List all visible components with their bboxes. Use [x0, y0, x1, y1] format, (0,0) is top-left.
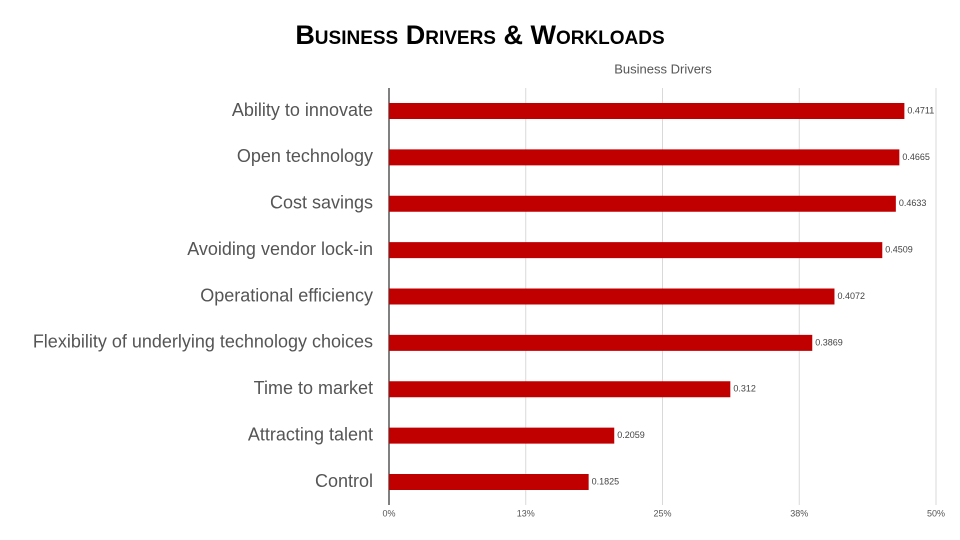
bar — [389, 103, 905, 119]
data-label: 0.4711 — [907, 105, 934, 115]
y-tick-label: Time to market — [254, 378, 373, 398]
y-tick-label: Control — [315, 471, 373, 491]
y-tick-label: Ability to innovate — [232, 100, 373, 120]
bar — [389, 149, 900, 166]
data-label: 0.1825 — [592, 476, 620, 486]
data-label: 0.4665 — [902, 152, 930, 162]
bar — [389, 195, 896, 212]
y-tick-label: Flexibility of underlying technology cho… — [33, 332, 373, 352]
x-tick-label: 13% — [517, 508, 535, 518]
y-tick-label: Avoiding vendor lock-in — [187, 239, 373, 259]
bar — [389, 427, 615, 444]
y-tick-label: Attracting talent — [248, 424, 373, 444]
chart-title: Business Drivers & Workloads — [295, 20, 664, 50]
data-label: 0.2059 — [617, 430, 645, 440]
bar — [389, 242, 883, 259]
chart-subtitle: Business Drivers — [614, 61, 712, 76]
data-label: 0.3869 — [815, 337, 843, 347]
x-tick-label: 38% — [790, 508, 808, 518]
bar — [389, 474, 589, 490]
y-tick-label: Operational efficiency — [200, 285, 373, 305]
bar — [389, 288, 835, 305]
x-tick-label: 50% — [927, 508, 945, 518]
data-label: 0.4072 — [837, 291, 865, 301]
data-label: 0.4509 — [885, 245, 913, 255]
data-label: 0.4633 — [899, 198, 927, 208]
y-tick-label: Cost savings — [270, 193, 373, 213]
x-tick-label: 0% — [382, 508, 395, 518]
bar — [389, 381, 731, 398]
x-tick-label: 25% — [653, 508, 671, 518]
y-tick-label: Open technology — [237, 146, 373, 166]
data-label: 0.312 — [733, 384, 756, 394]
bar — [389, 334, 813, 351]
